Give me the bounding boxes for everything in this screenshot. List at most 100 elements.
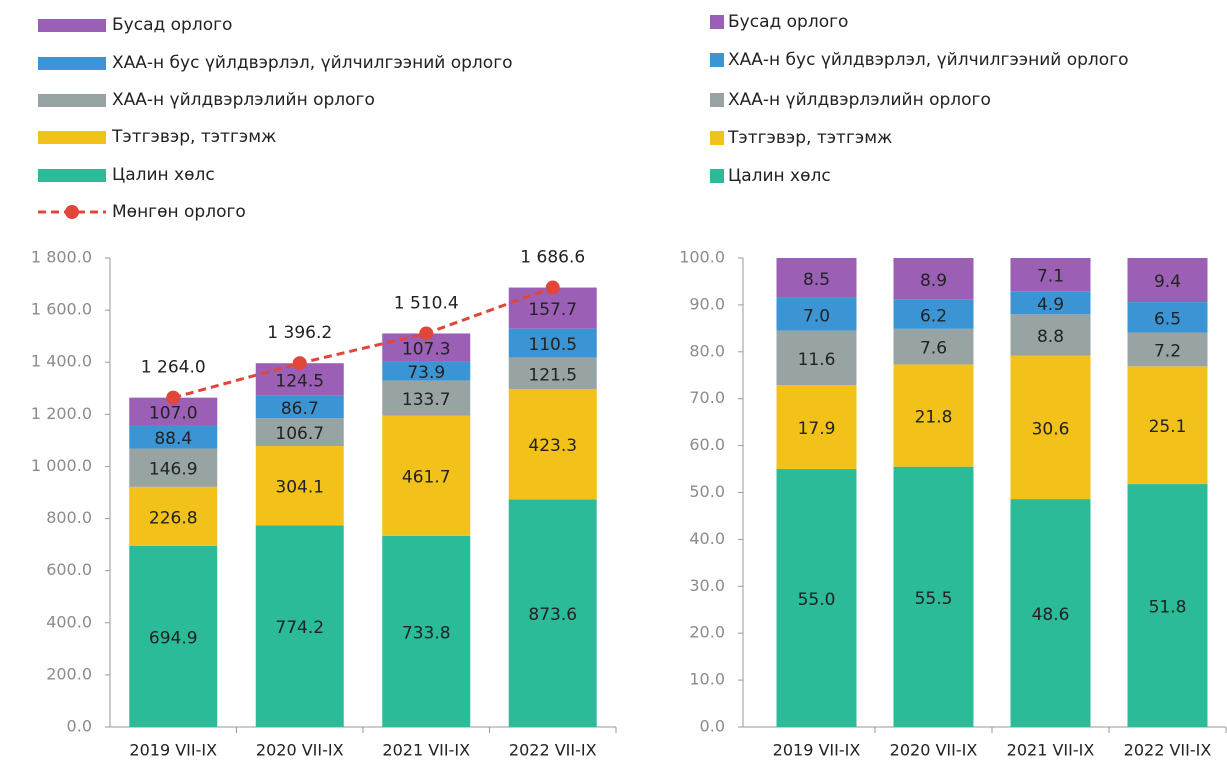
data-label: 21.8 — [915, 408, 953, 428]
y-tick-label: 30.0 — [689, 576, 725, 595]
bar-segment — [508, 499, 597, 727]
legend-swatch — [38, 19, 106, 32]
data-label: 226.8 — [149, 508, 198, 528]
data-label: 73.9 — [407, 363, 445, 383]
data-label: 110.5 — [528, 335, 577, 355]
bar-segment — [382, 380, 471, 416]
data-label: 25.1 — [1149, 417, 1187, 437]
data-label: 11.6 — [798, 350, 836, 370]
legend-label: ХАА-н үйлдвэрлэлийн орлого — [112, 90, 375, 110]
bar-segment — [776, 385, 857, 470]
y-tick-label: 60.0 — [689, 435, 725, 454]
data-label: 7.6 — [920, 339, 947, 359]
y-tick-label: 90.0 — [689, 294, 725, 313]
bar-segment — [382, 361, 471, 381]
legend-swatch — [710, 169, 724, 183]
data-label: 774.2 — [275, 618, 324, 638]
y-tick-label: 50.0 — [689, 482, 725, 501]
bar-segment — [1127, 258, 1208, 303]
data-label: 157.7 — [528, 300, 577, 320]
data-label: 51.8 — [1149, 598, 1187, 618]
data-label: 30.6 — [1032, 419, 1070, 439]
data-label: 694.9 — [149, 628, 198, 648]
bar-segment — [1010, 258, 1091, 292]
y-tick-label: 1 000.0 — [31, 456, 92, 475]
legend-label: Мөнгөн орлого — [112, 202, 246, 222]
line-point — [419, 326, 434, 341]
y-tick-label: 800.0 — [46, 508, 92, 527]
legend-label: ХАА-н бус үйлдвэрлэл, үйлчилгээний орлог… — [728, 50, 1129, 70]
legend-swatch — [38, 94, 106, 107]
y-tick-label: 0.0 — [700, 717, 725, 736]
bar-segment — [1127, 484, 1208, 727]
bar-segment — [129, 545, 218, 727]
data-label: 88.4 — [154, 429, 192, 449]
line — [172, 286, 554, 400]
data-label: 873.6 — [528, 605, 577, 625]
data-label: 7.0 — [803, 306, 830, 326]
y-tick-label: 200.0 — [46, 664, 92, 683]
bar-segment — [893, 466, 974, 727]
data-label: 461.7 — [402, 468, 451, 488]
legend-swatch — [710, 93, 724, 107]
legend-label: Цалин хөлс — [728, 166, 831, 186]
y-tick-label: 1 800.0 — [31, 248, 92, 267]
legend-label: Бусад орлого — [112, 15, 232, 35]
y-tick-label: 40.0 — [689, 529, 725, 548]
legend-marker — [65, 205, 79, 219]
legend-label: ХАА-н үйлдвэрлэлийн орлого — [728, 90, 991, 110]
data-label: 1 686.6 — [520, 248, 585, 268]
y-tick-label: 0.0 — [67, 717, 92, 736]
legend-label: ХАА-н бус үйлдвэрлэл, үйлчилгээний орлог… — [112, 53, 513, 73]
data-label: 8.8 — [1037, 327, 1064, 347]
legend-swatch — [38, 57, 106, 70]
y-tick-label: 400.0 — [46, 612, 92, 631]
line-point — [292, 356, 307, 371]
bar-segment — [893, 364, 974, 467]
data-label: 423.3 — [528, 436, 577, 456]
data-label: 55.5 — [915, 589, 953, 609]
x-tick-label: 2019 VII-IX — [129, 741, 217, 760]
bar-segment — [776, 469, 857, 727]
data-label: 7.1 — [1037, 267, 1064, 287]
y-tick-label: 20.0 — [689, 623, 725, 642]
data-label: 8.9 — [920, 271, 947, 291]
bar-segment — [255, 525, 344, 727]
legend-label: Тэтгэвэр, тэтгэмж — [727, 128, 892, 148]
bar-segment — [382, 535, 471, 727]
bar-segment — [1127, 366, 1208, 485]
data-label: 6.5 — [1154, 309, 1181, 329]
data-label: 1 264.0 — [141, 358, 206, 378]
legend-swatch — [710, 15, 724, 29]
y-tick-label: 1 600.0 — [31, 300, 92, 319]
x-tick-label: 2020 VII-IX — [890, 741, 978, 760]
bar-segment — [1127, 302, 1208, 333]
bar-segment — [255, 418, 344, 447]
y-tick-label: 1 200.0 — [31, 404, 92, 423]
bar-segment — [1127, 332, 1208, 367]
x-tick-label: 2022 VII-IX — [509, 741, 597, 760]
data-label: 48.6 — [1032, 605, 1070, 625]
x-tick-label: 2021 VII-IX — [1007, 741, 1095, 760]
data-label: 106.7 — [275, 424, 324, 444]
bar-segment — [129, 425, 218, 449]
data-label: 55.0 — [798, 590, 836, 610]
legend-swatch — [710, 131, 724, 145]
data-label: 133.7 — [402, 390, 451, 410]
x-tick-label: 2021 VII-IX — [382, 741, 470, 760]
legend-swatch — [38, 131, 106, 144]
bar-segment — [255, 395, 344, 419]
data-label: 8.5 — [803, 270, 830, 290]
bar-segment — [776, 297, 857, 331]
data-label: 107.0 — [149, 404, 198, 424]
data-label: 121.5 — [528, 365, 577, 385]
bar-segment — [129, 448, 218, 487]
data-label: 86.7 — [281, 399, 319, 419]
legend-swatch — [710, 53, 724, 67]
bar-segment — [1010, 355, 1091, 500]
y-tick-label: 1 400.0 — [31, 352, 92, 371]
y-tick-label: 10.0 — [689, 670, 725, 689]
legend-label: Тэтгэвэр, тэтгэмж — [111, 127, 276, 147]
y-tick-label: 70.0 — [689, 388, 725, 407]
